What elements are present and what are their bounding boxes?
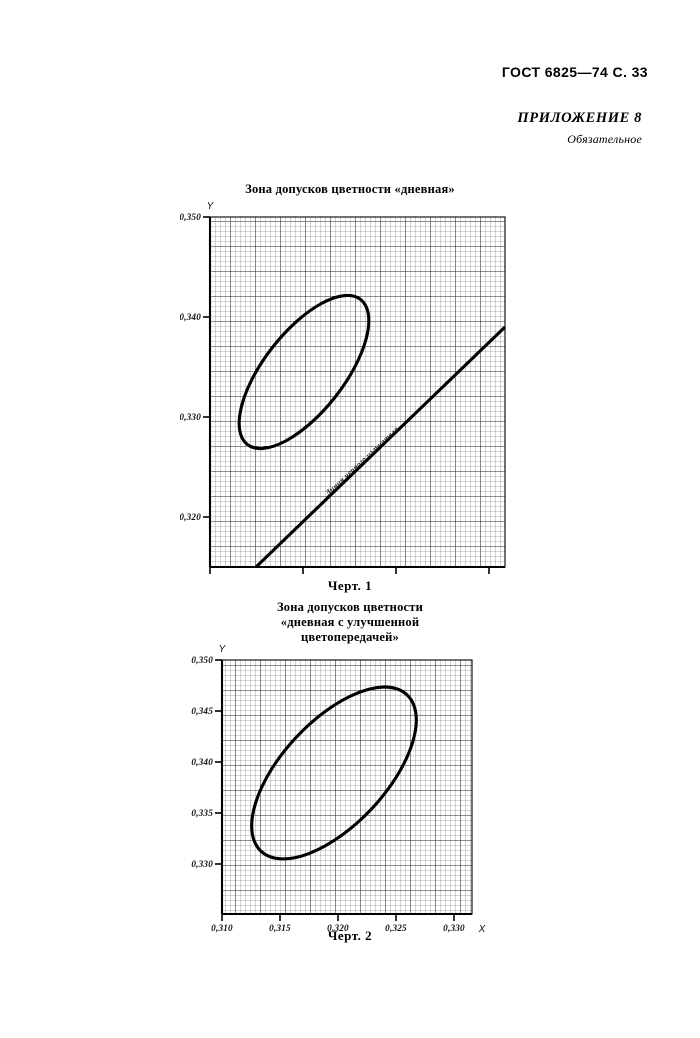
appendix-obligation: Обязательное [567,132,642,146]
figure-2-y-tick-3: 0,335 [191,808,213,818]
figure-1-title-line-1: Зона допусков цветности «дневная» [245,182,455,196]
figure-1-y-axis-letter: Y [207,201,215,212]
figure-1-blackbody-locus-line [254,325,505,567]
figure-2-axes [220,660,472,916]
figure-1-y-tick-1: 0,340 [180,312,201,322]
figure-2-y-tick-2: 0,340 [191,757,213,767]
figure-1-axes [208,217,505,569]
figure-1-grid [209,216,506,568]
figure-2-y-tick-1: 0,345 [191,706,213,716]
figure-1-title: Зона допусков цветности «дневная» [140,182,560,197]
figure-2-x-ticks: 0,310 0,315 0,320 0,325 0,330 X [211,914,486,935]
figure-2-grid [221,659,473,915]
figure-2-x-tick-1: 0,315 [269,923,291,933]
appendix-title: ПРИЛОЖЕНИЕ 8 [517,110,642,126]
figure-2-caption: Черт. 2 [327,928,373,943]
figure-2-tolerance-ellipse [250,685,418,861]
figure-2-title-line-1: Зона допусков цветности [276,600,424,614]
figure-2-x-tick-4: 0,330 [443,923,465,933]
figure-1-y-tick-2: 0,330 [180,412,201,422]
figure-2-title: Зона допусков цветности «дневная с улучш… [180,600,520,645]
figure-2-y-axis-letter: Y [219,644,227,655]
figure-2-y-ticks: 0,350 0,345 0,340 0,335 0,330 Y [191,644,226,869]
figure-1-y-tick-0: 0,350 [180,212,201,222]
standard-header: ГОСТ 6825—74 С. 33 [501,64,648,80]
figure-2-title-line-2: «дневная с улучшенной [280,615,420,629]
figure-1-x-ticks: 0,300 0,310 0,320 0,330 X [209,567,490,574]
figure-1-caption: Черт. 1 [327,578,373,593]
figure-2-y-tick-0: 0,350 [191,655,213,665]
figure-1-tolerance-ellipse [237,293,371,451]
figure-1-chart: 0,350 0,340 0,330 0,320 Y 0,300 0,310 0,… [180,201,506,574]
figure-2-x-tick-2: 0,320 [327,923,349,933]
figure-2-y-tick-4: 0,330 [191,859,213,869]
figure-1-y-tick-3: 0,320 [180,512,201,522]
figure-2-chart: 0,350 0,345 0,340 0,335 0,330 Y 0,310 0,… [191,644,486,935]
figure-2-title-line-3: цветопередачей» [301,630,399,644]
figure-2-x-axis-letter: X [478,924,486,935]
figure-1-y-ticks: 0,350 0,340 0,330 0,320 Y [180,201,215,522]
figure-2-x-tick-0: 0,310 [211,923,233,933]
figure-2-x-tick-3: 0,325 [385,923,407,933]
